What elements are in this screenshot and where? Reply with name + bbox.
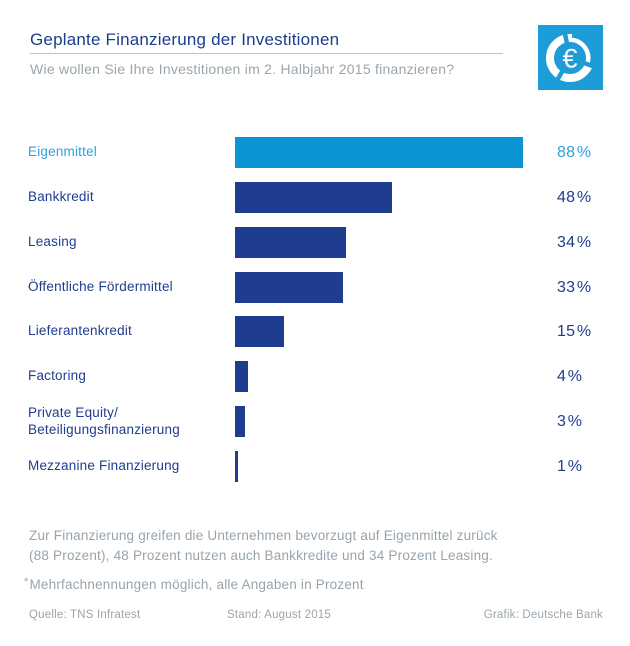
footnote-text: Mehrfachnennungen möglich, alle Angaben … (29, 577, 364, 592)
bar-value: 3 % (557, 412, 583, 430)
bar (235, 406, 245, 437)
euro-coin-logo: € (538, 25, 603, 90)
footnote-marker: * (24, 576, 29, 588)
euro-coin-icon: € (538, 25, 603, 90)
bar-label: Eigenmittel (28, 144, 97, 160)
bar-value: 15 % (557, 322, 592, 340)
bar-value: 34 % (557, 233, 592, 251)
chart-row: Factoring 4 % (0, 361, 630, 392)
bar-label: Öffentliche Fördermittel (28, 279, 173, 295)
bar (235, 316, 284, 347)
summary-text: Zur Finanzierung greifen die Unternehmen… (29, 528, 498, 563)
chart-row: Öffentliche Fördermittel 33 % (0, 272, 630, 303)
chart-row: Mezzanine Finanzierung 1 % (0, 451, 630, 482)
source-label: Quelle: TNS Infratest (29, 609, 141, 621)
bar-label: Private Equity/ Beteiligungsfinanzierung (28, 405, 180, 437)
survey-question: Wie wollen Sie Ihre Investitionen im 2. … (30, 61, 455, 77)
date-label: Stand: August 2015 (227, 609, 331, 621)
euro-symbol: € (562, 44, 577, 74)
bar-label: Lieferantenkredit (28, 323, 132, 339)
bar (235, 137, 523, 168)
chart-row: Leasing 34 % (0, 227, 630, 258)
credit-label: Grafik: Deutsche Bank (483, 609, 603, 621)
bar (235, 182, 392, 213)
bar (235, 451, 238, 482)
bar-value: 88 % (557, 143, 592, 161)
chart-row: Eigenmittel 88 % (0, 137, 630, 168)
footnote: *Mehrfachnennungen möglich, alle Angaben… (24, 576, 364, 592)
bar (235, 227, 346, 258)
page-title: Geplante Finanzierung der Investitionen (30, 30, 340, 49)
bar-value: 48 % (557, 188, 592, 206)
bar-label: Mezzanine Finanzierung (28, 458, 180, 474)
chart-row: Lieferantenkredit 15 % (0, 316, 630, 347)
bar-value: 4 % (557, 367, 583, 385)
bar-value: 33 % (557, 278, 592, 296)
title-divider (30, 53, 503, 54)
chart-row: Private Equity/ Beteiligungsfinanzierung… (0, 405, 630, 437)
bar (235, 272, 343, 303)
bar-label: Bankkredit (28, 189, 94, 205)
bar-label: Leasing (28, 234, 77, 250)
bar-value: 1 % (557, 457, 583, 475)
bar-label: Factoring (28, 368, 87, 384)
bar (235, 361, 248, 392)
chart-row: Bankkredit 48 % (0, 182, 630, 213)
